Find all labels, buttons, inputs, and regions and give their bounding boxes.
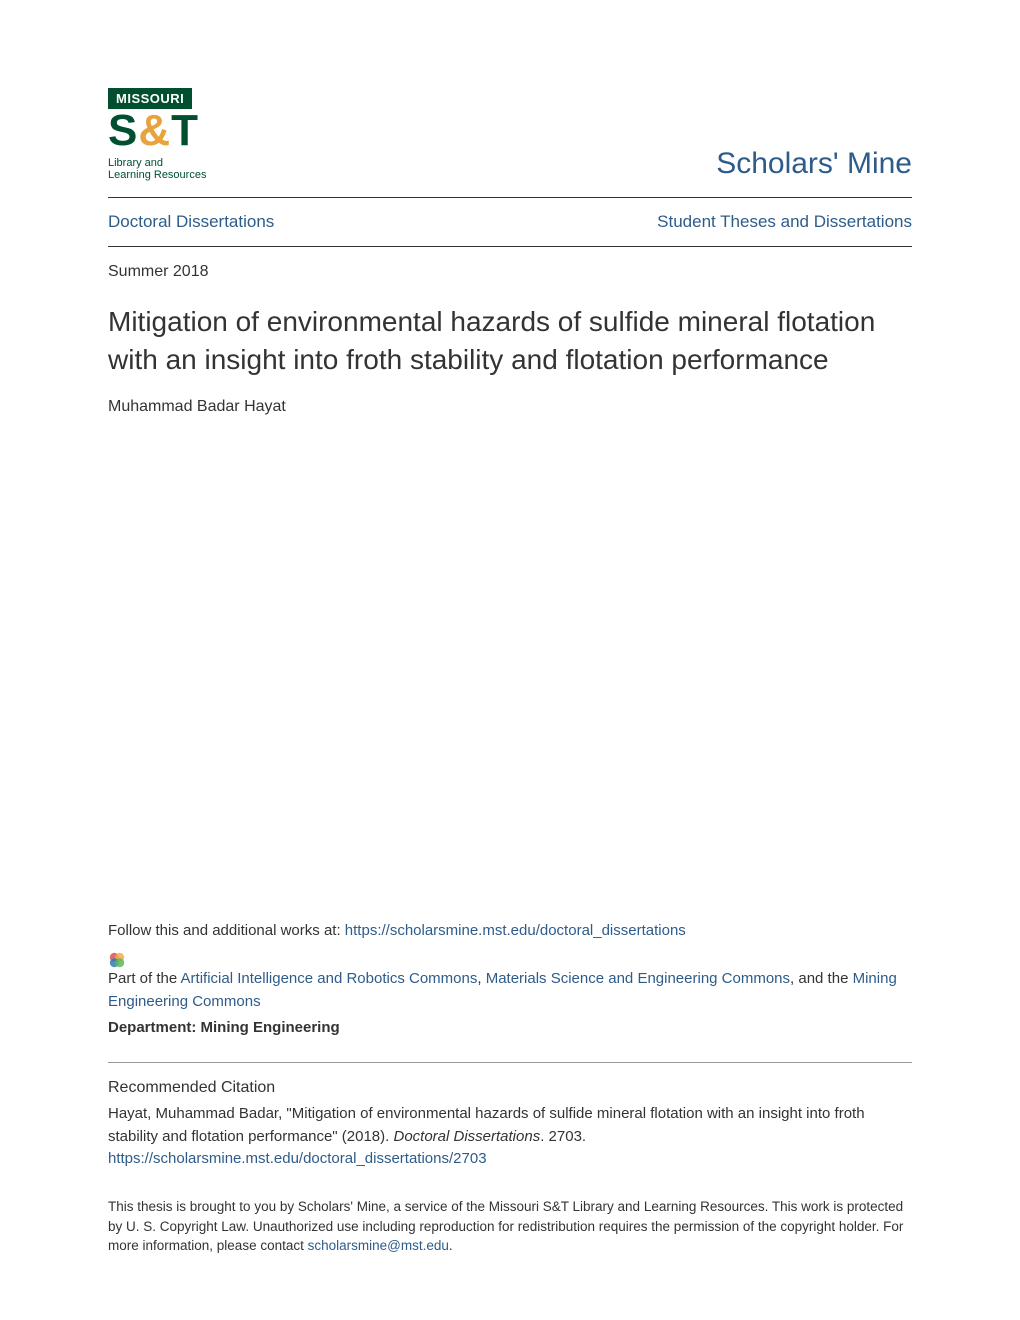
lower-metadata-block: Follow this and additional works at: htt… xyxy=(108,922,912,1256)
citation-series-italic: Doctoral Dissertations xyxy=(393,1128,540,1145)
divider-under-nav xyxy=(108,246,912,247)
logo-sub-line1: Library and xyxy=(108,157,206,169)
partof-link-1[interactable]: Artificial Intelligence and Robotics Com… xyxy=(181,970,478,987)
digital-commons-network-icon xyxy=(108,951,126,969)
partof-text-wrap: Part of the Artificial Intelligence and … xyxy=(108,967,912,1014)
logo-mark: S&T xyxy=(108,111,199,151)
publication-date: Summer 2018 xyxy=(108,263,912,281)
follow-prefix: Follow this and additional works at: xyxy=(108,922,345,939)
department-line: Department: Mining Engineering xyxy=(108,1019,912,1036)
recommended-citation-body: Hayat, Muhammad Badar, "Mitigation of en… xyxy=(108,1103,912,1148)
footer-text-suffix: . xyxy=(449,1238,453,1253)
document-title: Mitigation of environmental hazards of s… xyxy=(108,303,912,379)
nav-left-link[interactable]: Doctoral Dissertations xyxy=(108,212,274,232)
logo-subtitle: Library and Learning Resources xyxy=(108,157,206,181)
citation-body-suffix: . 2703. xyxy=(540,1128,586,1145)
footer-contact-email-link[interactable]: scholarsmine@mst.edu xyxy=(308,1238,449,1253)
citation-url-link[interactable]: https://scholarsmine.mst.edu/doctoral_di… xyxy=(108,1150,487,1167)
partof-lead: Part of the xyxy=(108,970,181,987)
part-of-line: Part of the Artificial Intelligence and … xyxy=(108,949,912,1014)
divider-before-citation xyxy=(108,1062,912,1063)
footer-text-prefix: This thesis is brought to you by Scholar… xyxy=(108,1199,903,1253)
department-value: Mining Engineering xyxy=(201,1019,340,1036)
recommended-citation-heading: Recommended Citation xyxy=(108,1079,912,1097)
partof-sep-1: , xyxy=(477,970,485,987)
department-label: Department: xyxy=(108,1019,201,1036)
partof-link-2[interactable]: Materials Science and Engineering Common… xyxy=(486,970,790,987)
logo-mark-s: S xyxy=(108,106,138,155)
footer-text: This thesis is brought to you by Scholar… xyxy=(108,1197,912,1256)
follow-line: Follow this and additional works at: htt… xyxy=(108,922,912,939)
breadcrumb-nav: Doctoral Dissertations Student Theses an… xyxy=(108,198,912,246)
header-row: MISSOURI S&T Library and Learning Resour… xyxy=(108,88,912,197)
recommended-citation-url: https://scholarsmine.mst.edu/doctoral_di… xyxy=(108,1150,912,1167)
repository-title-link[interactable]: Scholars' Mine xyxy=(716,147,912,181)
partof-sep-2: , and the xyxy=(790,970,853,987)
page-container: MISSOURI S&T Library and Learning Resour… xyxy=(0,0,1020,1320)
logo-mark-amp: & xyxy=(138,106,171,155)
logo-mark-t: T xyxy=(171,106,199,155)
institution-logo: MISSOURI S&T Library and Learning Resour… xyxy=(108,88,206,181)
author-name: Muhammad Badar Hayat xyxy=(108,398,912,416)
logo-sub-line2: Learning Resources xyxy=(108,169,206,181)
follow-url-link[interactable]: https://scholarsmine.mst.edu/doctoral_di… xyxy=(345,922,686,939)
nav-right-link[interactable]: Student Theses and Dissertations xyxy=(657,212,912,232)
